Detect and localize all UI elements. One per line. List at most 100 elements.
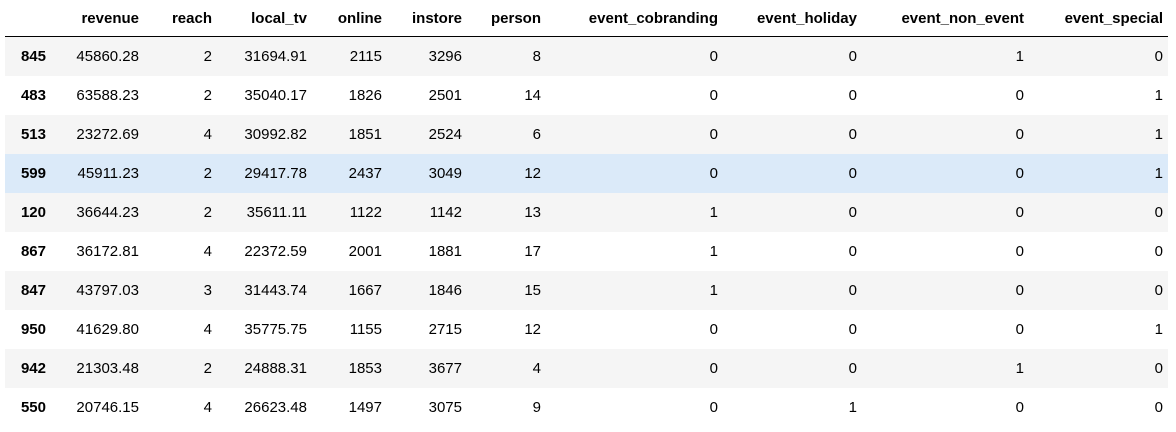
- column-header: revenue: [51, 0, 144, 37]
- table-row: 942 21303.48 2 24888.31 1853 3677 4 0 0 …: [5, 348, 1168, 388]
- table-cell: 0: [1015, 281, 1024, 299]
- table-cell: 0: [709, 86, 718, 104]
- table-cell: 0: [848, 125, 857, 143]
- table-cell: 1853: [348, 359, 382, 377]
- table-cell: 13: [524, 203, 541, 221]
- table-cell: 1: [1015, 47, 1024, 65]
- column-header: person: [467, 0, 546, 37]
- table-cell: 36172.81: [76, 242, 139, 260]
- table-cell: 1122: [349, 203, 382, 221]
- table-cell: 15: [524, 281, 541, 299]
- table-cell: 12: [524, 320, 541, 338]
- column-header: event_non_event: [862, 0, 1029, 37]
- table-cell: 0: [1015, 203, 1024, 221]
- table-cell: 31694.91: [244, 47, 307, 65]
- row-index: 599: [20, 164, 46, 182]
- table-cell: 0: [1154, 359, 1163, 377]
- table-cell: 0: [848, 164, 857, 182]
- table-cell: 1: [1015, 359, 1024, 377]
- table-cell: 2437: [348, 164, 382, 182]
- table-cell: 21303.48: [76, 359, 139, 377]
- column-header: event_cobranding: [546, 0, 723, 37]
- column-header: event_holiday: [723, 0, 862, 37]
- table-row: 950 41629.80 4 35775.75 1155 2715 12 0 0…: [5, 309, 1168, 349]
- table-cell: 2: [203, 203, 212, 221]
- table-cell: 0: [709, 164, 718, 182]
- table-cell: 0: [848, 47, 857, 65]
- table-cell: 36644.23: [76, 203, 139, 221]
- row-index: 847: [20, 281, 46, 299]
- row-index: 950: [20, 320, 46, 338]
- table-cell: 1: [1154, 125, 1163, 143]
- table-cell: 12: [524, 164, 541, 182]
- table-cell: 22372.59: [244, 242, 307, 260]
- table-cell: 1: [1154, 164, 1163, 182]
- table-cell: 0: [709, 398, 718, 416]
- table-cell: 0: [848, 242, 857, 260]
- table-cell: 0: [848, 320, 857, 338]
- table-cell: 23272.69: [76, 125, 139, 143]
- column-header: local_tv: [217, 0, 312, 37]
- table-cell: 3296: [428, 47, 462, 65]
- table-cell: 26623.48: [244, 398, 307, 416]
- row-index: 513: [20, 125, 46, 143]
- table-cell: 45860.28: [76, 47, 139, 65]
- table-cell: 0: [848, 359, 857, 377]
- table-cell: 0: [1154, 47, 1163, 65]
- table-cell: 1: [1154, 320, 1163, 338]
- table-cell: 1881: [428, 242, 462, 260]
- table-cell: 8: [532, 47, 541, 65]
- column-header: event_special: [1029, 0, 1168, 37]
- table-row: 845 45860.28 2 31694.91 2115 3296 8 0 0 …: [5, 36, 1168, 76]
- column-header: online: [312, 0, 387, 37]
- table-cell: 0: [1015, 125, 1024, 143]
- row-index: 845: [20, 47, 46, 65]
- table-cell: 17: [524, 242, 541, 260]
- table-cell: 4: [203, 125, 212, 143]
- table-cell: 3049: [428, 164, 462, 182]
- table-cell: 45911.23: [77, 164, 139, 182]
- table-cell: 2501: [428, 86, 462, 104]
- table-row: 847 43797.03 3 31443.74 1667 1846 15 1 0…: [5, 270, 1168, 310]
- table-cell: 43797.03: [76, 281, 139, 299]
- table-cell: 4: [203, 242, 212, 260]
- table-cell: 0: [848, 281, 857, 299]
- table-cell: 0: [709, 125, 718, 143]
- header-row: revenue reach local_tv online instore pe…: [5, 0, 1168, 37]
- table-cell: 0: [848, 86, 857, 104]
- row-index: 867: [20, 242, 46, 260]
- table-cell: 20746.15: [76, 398, 139, 416]
- table-cell: 1142: [429, 203, 462, 221]
- table-cell: 4: [203, 398, 212, 416]
- table-cell: 3075: [428, 398, 462, 416]
- row-index: 550: [20, 398, 46, 416]
- table-cell: 0: [1154, 281, 1163, 299]
- table-cell: 31443.74: [244, 281, 307, 299]
- table-cell: 0: [1154, 203, 1163, 221]
- column-header: reach: [144, 0, 217, 37]
- table-cell: 2: [203, 86, 212, 104]
- table-cell: 14: [524, 86, 541, 104]
- table-cell: 0: [848, 203, 857, 221]
- table-cell: 1: [1154, 86, 1163, 104]
- table-cell: 0: [709, 359, 718, 377]
- table-cell: 1851: [348, 125, 382, 143]
- table-cell: 1: [709, 242, 718, 260]
- table-cell: 2524: [428, 125, 462, 143]
- table-cell: 6: [532, 125, 541, 143]
- table-cell: 35775.75: [244, 320, 307, 338]
- table-cell: 1846: [428, 281, 462, 299]
- table-cell: 24888.31: [244, 359, 307, 377]
- table-cell: 63588.23: [76, 86, 139, 104]
- table-cell: 3677: [428, 359, 462, 377]
- index-header: [5, 0, 51, 37]
- table-cell: 0: [1015, 164, 1024, 182]
- table-row: 867 36172.81 4 22372.59 2001 1881 17 1 0…: [5, 231, 1168, 271]
- table-row: 513 23272.69 4 30992.82 1851 2524 6 0 0 …: [5, 114, 1168, 154]
- table-cell: 1: [709, 203, 718, 221]
- table-cell: 0: [1154, 242, 1163, 260]
- table-row: 550 20746.15 4 26623.48 1497 3075 9 0 1 …: [5, 387, 1168, 427]
- table-cell: 35040.17: [244, 86, 307, 104]
- table-cell: 2115: [349, 47, 382, 65]
- table-row-highlighted: 599 45911.23 2 29417.78 2437 3049 12 0 0…: [5, 153, 1168, 193]
